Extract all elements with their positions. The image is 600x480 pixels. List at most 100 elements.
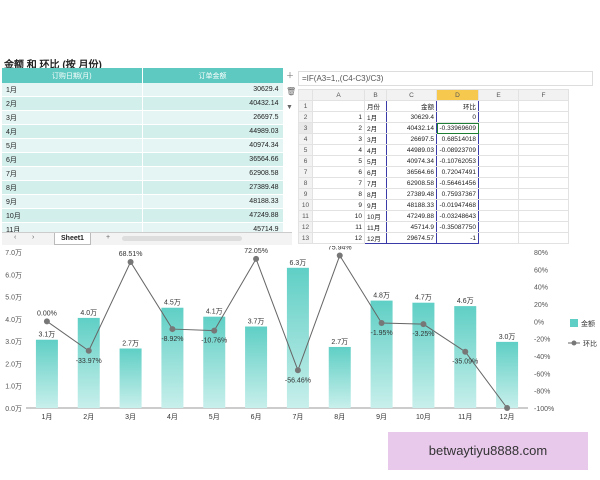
grid-cell[interactable]: [478, 111, 519, 123]
column-header[interactable]: A: [312, 89, 365, 101]
pivot-amount-cell[interactable]: 47249.88: [142, 208, 284, 223]
row-header[interactable]: 1: [298, 100, 313, 112]
grid-cell[interactable]: 44989.03: [386, 144, 437, 156]
grid-cell[interactable]: [478, 188, 519, 200]
grid-cell[interactable]: [518, 133, 569, 145]
grid-cell[interactable]: -0.35087750: [436, 221, 479, 233]
pivot-row[interactable]: 3月 26697.5: [2, 110, 284, 125]
grid-cell[interactable]: 12: [312, 232, 365, 244]
grid-cell[interactable]: 0.75937367: [436, 188, 479, 200]
prev-sheet-icon[interactable]: ‹: [14, 234, 17, 241]
pivot-month-cell[interactable]: 3月: [2, 110, 143, 125]
grid-cell[interactable]: 3月: [364, 133, 387, 145]
grid-cell[interactable]: [478, 155, 519, 167]
grid-cell[interactable]: [478, 144, 519, 156]
pivot-amount-cell[interactable]: 62908.58: [142, 166, 284, 181]
grid-cell[interactable]: 环比: [436, 100, 479, 112]
row-header[interactable]: 8: [298, 177, 313, 189]
sheet-tab[interactable]: Sheet1: [54, 233, 91, 245]
trash-icon[interactable]: 🗑: [286, 87, 297, 96]
grid-cell[interactable]: [518, 155, 569, 167]
grid-cell[interactable]: [478, 100, 519, 112]
grid-cell[interactable]: 月份: [364, 100, 387, 112]
grid-cell[interactable]: -0.56461456: [436, 177, 479, 189]
grid-cell[interactable]: 40432.14: [386, 122, 437, 134]
row-header[interactable]: 3: [298, 122, 313, 134]
grid-cell[interactable]: -0.33969609: [436, 122, 479, 134]
grid-cell[interactable]: [478, 210, 519, 222]
grid-cell[interactable]: 12月: [364, 232, 387, 244]
grid-cell[interactable]: [518, 199, 569, 211]
row-header[interactable]: 5: [298, 144, 313, 156]
row-header[interactable]: 4: [298, 133, 313, 145]
pivot-header-amount[interactable]: 订单金额: [142, 68, 284, 83]
pivot-row[interactable]: 10月 47249.88: [2, 208, 284, 223]
grid-cell[interactable]: 30629.4: [386, 111, 437, 123]
pivot-month-cell[interactable]: 6月: [2, 152, 143, 167]
grid-cell[interactable]: [518, 166, 569, 178]
grid-cell[interactable]: [518, 188, 569, 200]
grid-cell[interactable]: [478, 166, 519, 178]
pivot-month-cell[interactable]: 1月: [2, 83, 143, 97]
column-header[interactable]: B: [364, 89, 387, 101]
pivot-header-month[interactable]: 订购日期(月): [2, 68, 143, 83]
grid-cell[interactable]: [478, 221, 519, 233]
grid-cell[interactable]: 62908.58: [386, 177, 437, 189]
grid-cell[interactable]: 金额: [386, 100, 437, 112]
grid-cell[interactable]: 45714.9: [386, 221, 437, 233]
grid-cell[interactable]: 47249.88: [386, 210, 437, 222]
grid-cell[interactable]: 9月: [364, 199, 387, 211]
row-header[interactable]: 2: [298, 111, 313, 123]
grid-cell[interactable]: [518, 100, 569, 112]
pivot-row[interactable]: 8月 27389.48: [2, 180, 284, 195]
grid-cell[interactable]: -0.10762053: [436, 155, 479, 167]
grid-cell[interactable]: 40974.34: [386, 155, 437, 167]
grid-cell[interactable]: 0.68514018: [436, 133, 479, 145]
pivot-month-cell[interactable]: 4月: [2, 124, 143, 139]
filter-icon[interactable]: ▼: [286, 104, 293, 111]
horizontal-scrollbar[interactable]: [122, 236, 242, 241]
pivot-month-cell[interactable]: 8月: [2, 180, 143, 195]
pivot-amount-cell[interactable]: 27389.48: [142, 180, 284, 195]
grid-cell[interactable]: [518, 144, 569, 156]
corner-cell[interactable]: [298, 89, 313, 101]
column-header[interactable]: E: [478, 89, 519, 101]
grid-cell[interactable]: [478, 122, 519, 134]
grid-cell[interactable]: [478, 232, 519, 244]
formula-bar[interactable]: =IF(A3=1,,(C4-C3)/C3): [298, 71, 593, 86]
grid-cell[interactable]: 36564.66: [386, 166, 437, 178]
grid-cell[interactable]: -0.01947468: [436, 199, 479, 211]
row-header[interactable]: 12: [298, 221, 313, 233]
grid-cell[interactable]: 2月: [364, 122, 387, 134]
add-icon[interactable]: ＋: [286, 71, 294, 80]
grid-cell[interactable]: 6月: [364, 166, 387, 178]
row-header[interactable]: 7: [298, 166, 313, 178]
pivot-row[interactable]: 5月 40974.34: [2, 138, 284, 153]
pivot-amount-cell[interactable]: 40974.34: [142, 138, 284, 153]
grid-cell[interactable]: [518, 210, 569, 222]
grid-cell[interactable]: [478, 199, 519, 211]
next-sheet-icon[interactable]: ›: [32, 234, 35, 241]
pivot-month-cell[interactable]: 2月: [2, 96, 143, 111]
grid-cell[interactable]: [518, 122, 569, 134]
grid-cell[interactable]: 48188.33: [386, 199, 437, 211]
pivot-row[interactable]: 9月 48188.33: [2, 194, 284, 209]
pivot-amount-cell[interactable]: 30629.4: [142, 83, 284, 97]
row-header[interactable]: 6: [298, 155, 313, 167]
grid-cell[interactable]: 29674.57: [386, 232, 437, 244]
grid-cell[interactable]: 10月: [364, 210, 387, 222]
grid-cell[interactable]: 4: [312, 144, 365, 156]
pivot-amount-cell[interactable]: 48188.33: [142, 194, 284, 209]
grid-cell[interactable]: 0.72047491: [436, 166, 479, 178]
grid-cell[interactable]: -0.08923709: [436, 144, 479, 156]
grid-cell[interactable]: [518, 221, 569, 233]
grid-cell[interactable]: 8月: [364, 188, 387, 200]
add-sheet-icon[interactable]: +: [106, 234, 111, 241]
row-header[interactable]: 11: [298, 210, 313, 222]
grid-cell[interactable]: 2: [312, 122, 365, 134]
grid-cell[interactable]: 8: [312, 188, 365, 200]
grid-cell[interactable]: 7月: [364, 177, 387, 189]
grid-cell[interactable]: [478, 133, 519, 145]
grid-cell[interactable]: 4月: [364, 144, 387, 156]
grid-cell[interactable]: 26697.5: [386, 133, 437, 145]
